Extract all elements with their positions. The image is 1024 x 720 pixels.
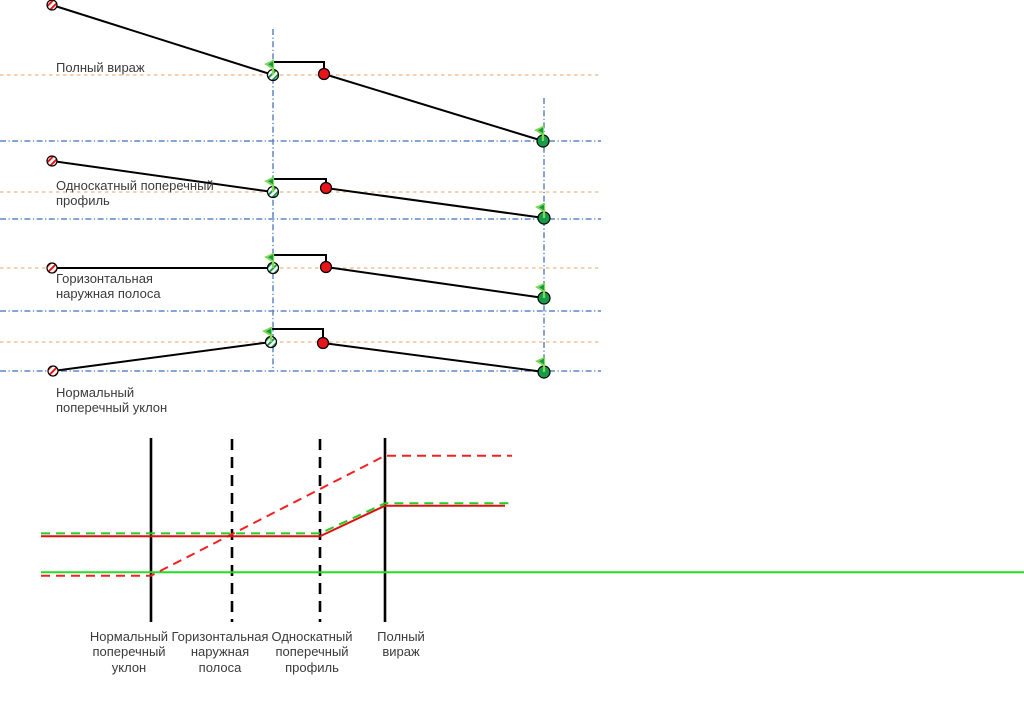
svg-text:Полный вираж: Полный вираж — [56, 60, 145, 75]
svg-text:профиль: профиль — [56, 193, 110, 208]
svg-text:Односкатный поперечный: Односкатный поперечный — [56, 178, 214, 193]
svg-text:наружная полоса: наружная полоса — [56, 286, 161, 301]
svg-text:Горизонтальная: Горизонтальная — [56, 271, 153, 286]
svg-text:поперечный уклон: поперечный уклон — [56, 400, 167, 415]
svg-text:Нормальный: Нормальный — [56, 385, 134, 400]
